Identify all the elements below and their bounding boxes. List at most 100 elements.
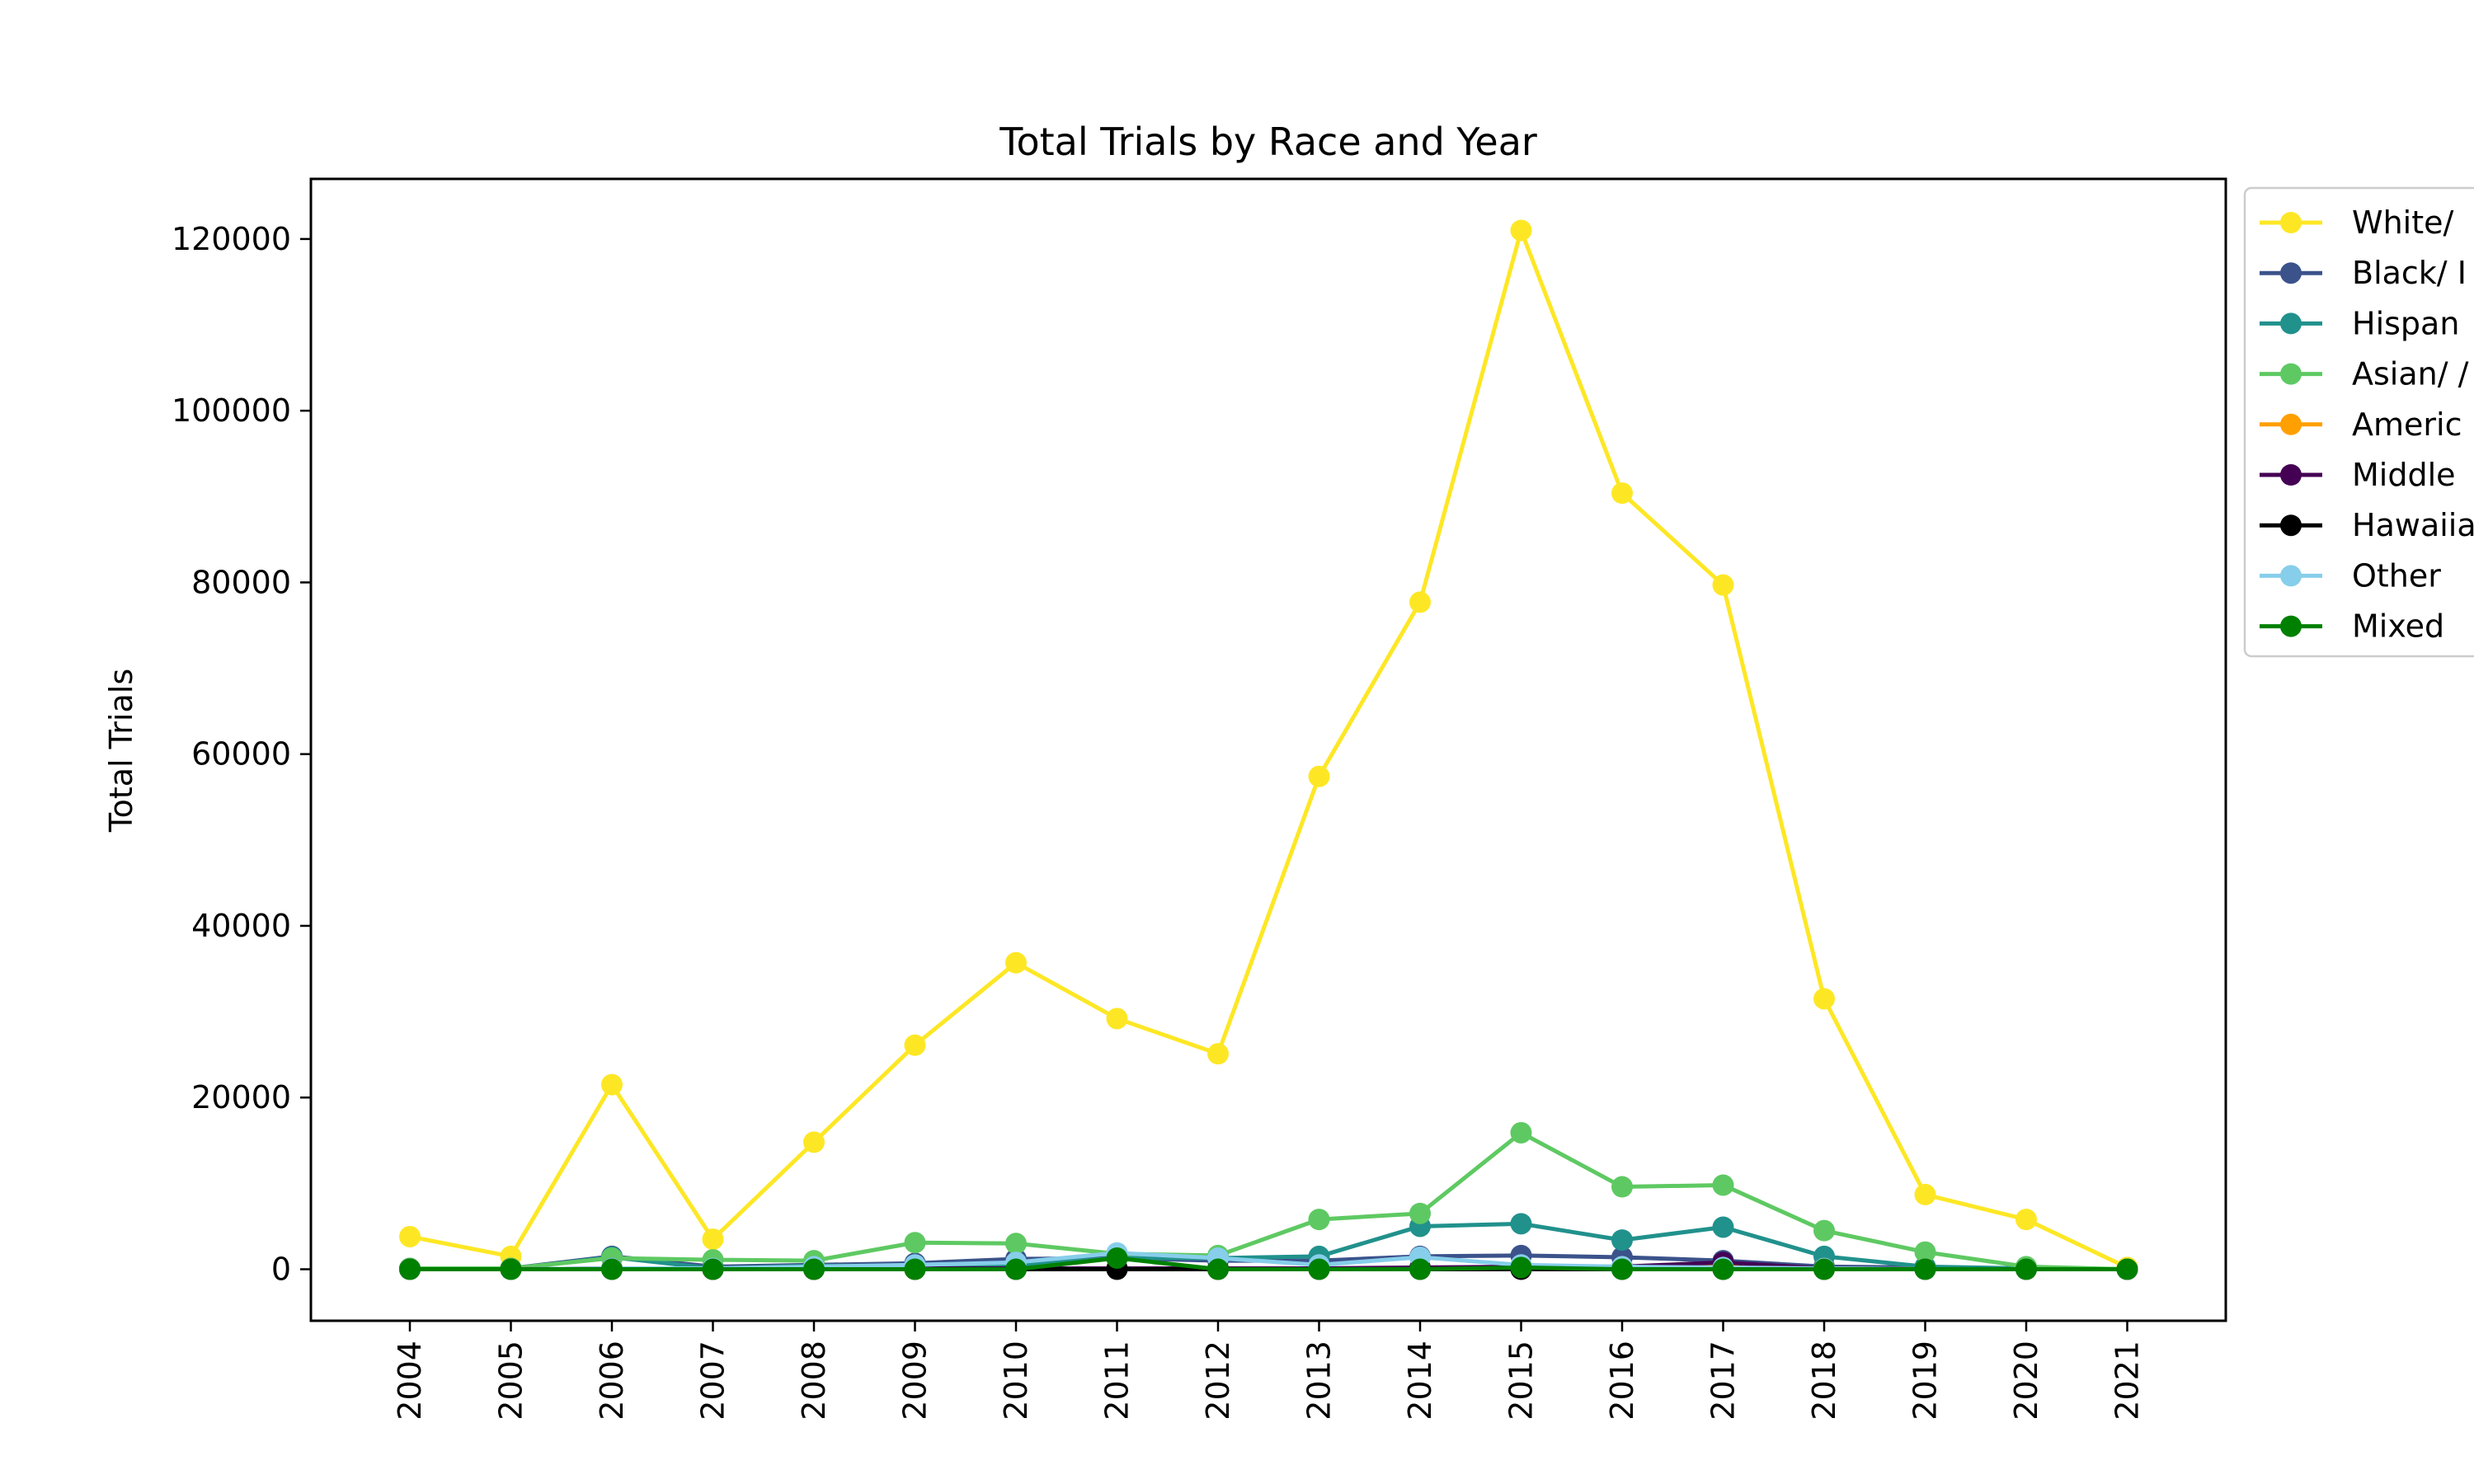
x-tick-label: 2008 — [796, 1341, 832, 1421]
legend-marker — [2280, 312, 2302, 335]
plot-frame — [309, 177, 2227, 1322]
x-tick-label: 2011 — [1099, 1341, 1136, 1421]
data-point — [1914, 1183, 1936, 1205]
data-point — [2116, 1258, 2138, 1280]
data-point — [1813, 1219, 1835, 1242]
data-point — [904, 1258, 926, 1280]
data-point — [1510, 1121, 1532, 1144]
data-point — [399, 1225, 421, 1247]
data-point — [1106, 1247, 1128, 1269]
legend-item: Asian/ / — [2260, 356, 2469, 392]
data-point — [500, 1258, 522, 1280]
x-tick-label: 2018 — [1806, 1341, 1842, 1421]
x-tick-label: 2014 — [1402, 1341, 1438, 1421]
legend-label: Black/ I — [2352, 255, 2467, 291]
data-point — [1308, 1209, 1330, 1231]
x-tick-label: 2017 — [1705, 1341, 1742, 1421]
data-point — [1712, 574, 1734, 596]
legend-marker — [2280, 464, 2302, 486]
data-point — [399, 1258, 421, 1280]
data-point — [1914, 1258, 1936, 1280]
x-tick-label: 2015 — [1503, 1341, 1540, 1421]
legend-marker — [2280, 262, 2302, 284]
y-tick-label: 0 — [271, 1252, 291, 1288]
data-point — [803, 1131, 825, 1153]
data-point — [1409, 591, 1431, 613]
chart-title: Total Trials by Race and Year — [999, 120, 1537, 164]
legend-item: Hawaiia — [2260, 507, 2474, 543]
data-point — [1308, 765, 1330, 787]
legend-item: Black/ I — [2260, 255, 2467, 291]
x-tick-label: 2009 — [897, 1341, 934, 1421]
data-point — [1712, 1216, 1734, 1238]
legend-marker — [2280, 413, 2302, 435]
data-point — [1611, 482, 1633, 505]
legend-label: Asian/ / — [2352, 356, 2469, 392]
y-tick-label: 100000 — [172, 392, 291, 429]
series-1 — [399, 219, 2138, 1279]
y-tick-label: 60000 — [191, 736, 291, 773]
data-point — [1308, 1258, 1330, 1280]
legend: White/Black/ I Hispan Asian/ / Americ Middle… — [2243, 186, 2474, 658]
plot-series — [399, 219, 2138, 1280]
series-9 — [399, 1247, 2138, 1280]
legend-frame — [2243, 186, 2474, 658]
legend-item: Other — [2260, 557, 2441, 594]
data-point — [1005, 951, 1027, 974]
data-point — [1005, 1258, 1027, 1280]
legend-item: Mixed — [2260, 608, 2444, 645]
y-axis: 0 20000 40000 60000 80000 100000 120000 — [172, 221, 311, 1288]
data-point — [1712, 1174, 1734, 1196]
data-point — [1611, 1229, 1633, 1252]
y-tick-label: 80000 — [191, 564, 291, 600]
y-tick-label: 40000 — [191, 908, 291, 944]
data-point — [1005, 1233, 1027, 1255]
y-tick-label: 120000 — [172, 221, 291, 257]
legend-label: Middle — [2352, 457, 2456, 493]
x-tick-label: 2013 — [1301, 1341, 1338, 1421]
data-point — [1207, 1258, 1229, 1280]
x-tick-label: 2005 — [493, 1341, 529, 1421]
data-point — [1409, 1258, 1431, 1280]
legend-marker — [2280, 565, 2302, 587]
data-point — [1712, 1258, 1734, 1280]
x-axis: 2004 2005 2006 2007 2008 2009 2010 2011 2012 2013… — [392, 1321, 2146, 1421]
x-tick-label: 2010 — [998, 1341, 1034, 1421]
data-point — [1611, 1176, 1633, 1198]
legend-label: Americ — [2352, 406, 2462, 443]
data-point — [1914, 1241, 1936, 1263]
series-line — [410, 1130, 2128, 1272]
x-tick-label: 2006 — [594, 1341, 630, 1421]
x-tick-label: 2012 — [1200, 1341, 1236, 1421]
x-tick-label: 2016 — [1604, 1341, 1640, 1421]
data-point — [1813, 1258, 1835, 1280]
legend-label: Mixed — [2352, 608, 2444, 645]
legend-item: Middle — [2260, 457, 2456, 493]
data-point — [1207, 1043, 1229, 1065]
data-point — [2015, 1258, 2037, 1280]
legend-item: Hispan — [2260, 305, 2459, 341]
data-point — [1813, 988, 1835, 1010]
data-point — [2015, 1209, 2037, 1231]
legend-label: White/ — [2352, 204, 2453, 241]
data-point — [1510, 1256, 1532, 1279]
x-tick-label: 2004 — [392, 1341, 428, 1421]
series-line — [410, 1256, 2128, 1272]
x-tick-label: 2019 — [1907, 1341, 1944, 1421]
legend-label: Hawaiia — [2352, 507, 2474, 543]
data-point — [904, 1034, 926, 1056]
y-axis-label: Total Trials — [103, 669, 139, 833]
legend-marker — [2280, 363, 2302, 385]
legend-item: White/ — [2260, 204, 2453, 241]
x-tick-label: 2021 — [2109, 1341, 2146, 1421]
data-point — [702, 1258, 724, 1280]
data-point — [1106, 1007, 1128, 1030]
series-line — [409, 228, 2128, 1270]
legend-marker — [2280, 514, 2302, 537]
data-point — [803, 1258, 825, 1280]
y-tick-label: 20000 — [191, 1079, 291, 1115]
x-tick-label: 2020 — [2008, 1341, 2044, 1421]
legend-marker — [2280, 212, 2302, 233]
data-point — [601, 1258, 623, 1280]
